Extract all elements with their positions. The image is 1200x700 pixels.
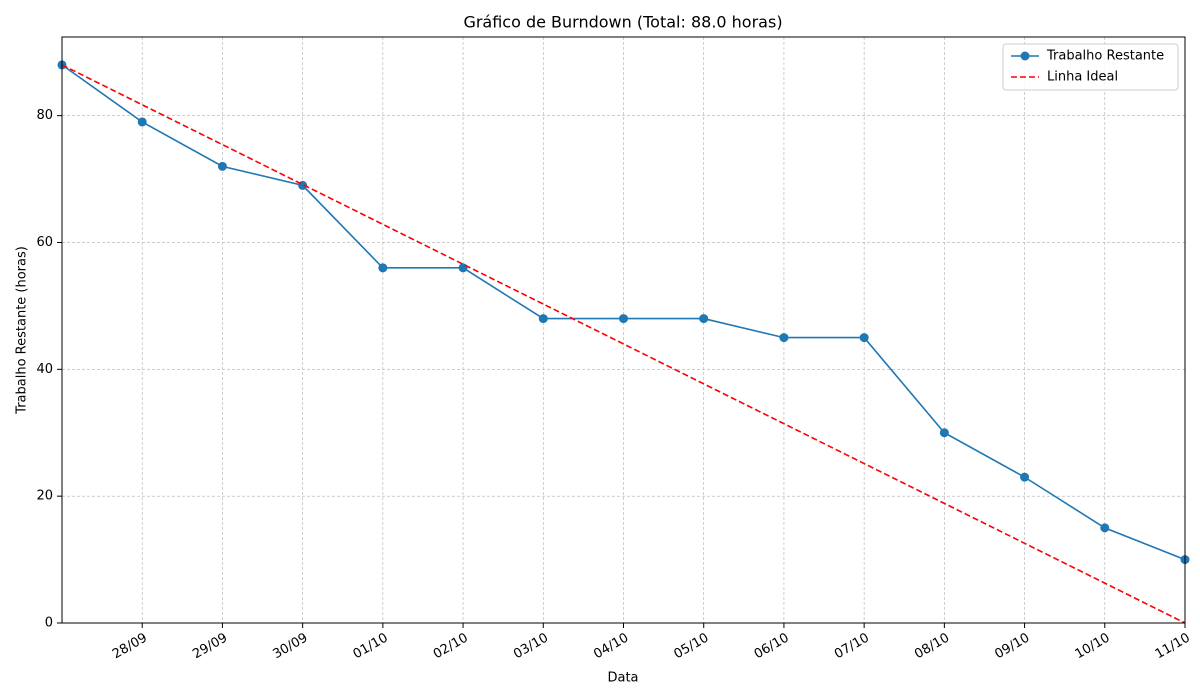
x-tick-label: 06/10 (752, 631, 792, 663)
x-axis-label: Data (607, 671, 638, 686)
y-tick-label: 60 (36, 235, 53, 250)
legend-box (1002, 43, 1179, 91)
x-tick-label: 01/10 (351, 631, 391, 663)
legend-label: Trabalho Restante (1046, 49, 1164, 64)
data-point (1020, 472, 1030, 482)
x-tick-label: 05/10 (672, 631, 712, 663)
data-point (859, 333, 869, 343)
data-point (217, 161, 227, 171)
legend-marker (1020, 51, 1030, 61)
y-tick-label: 20 (36, 489, 53, 504)
x-tick-label: 29/09 (190, 631, 230, 663)
x-tick-label: 11/10 (1153, 631, 1193, 663)
data-point (619, 314, 628, 324)
x-tick-label: 10/10 (1073, 631, 1113, 663)
y-axis-label: Trabalho Restante (horas) (15, 246, 30, 415)
x-tick-label: 08/10 (912, 631, 952, 663)
data-point (939, 428, 949, 438)
data-point (538, 314, 548, 324)
x-tick-label: 28/09 (110, 631, 150, 663)
x-tick-label: 04/10 (591, 631, 631, 663)
data-point (779, 333, 789, 343)
x-tick-label: 07/10 (832, 631, 872, 663)
y-tick-label: 40 (36, 362, 53, 377)
data-point (458, 263, 468, 273)
x-tick-label: 03/10 (511, 631, 551, 663)
data-point (378, 263, 388, 273)
data-point (137, 117, 147, 127)
y-tick-label: 0 (45, 616, 53, 631)
x-tick-label: 02/10 (431, 631, 471, 663)
chart-title: Gráfico de Burndown (Total: 88.0 horas) (463, 13, 782, 32)
y-tick-label: 80 (36, 108, 53, 123)
data-point (1100, 523, 1110, 533)
series-line (61, 64, 1186, 624)
plot-frame (61, 36, 1186, 624)
legend-label: Linha Ideal (1047, 70, 1118, 85)
x-tick-label: 09/10 (992, 631, 1032, 663)
data-point (699, 314, 709, 324)
x-tick-label: 30/09 (270, 631, 310, 663)
